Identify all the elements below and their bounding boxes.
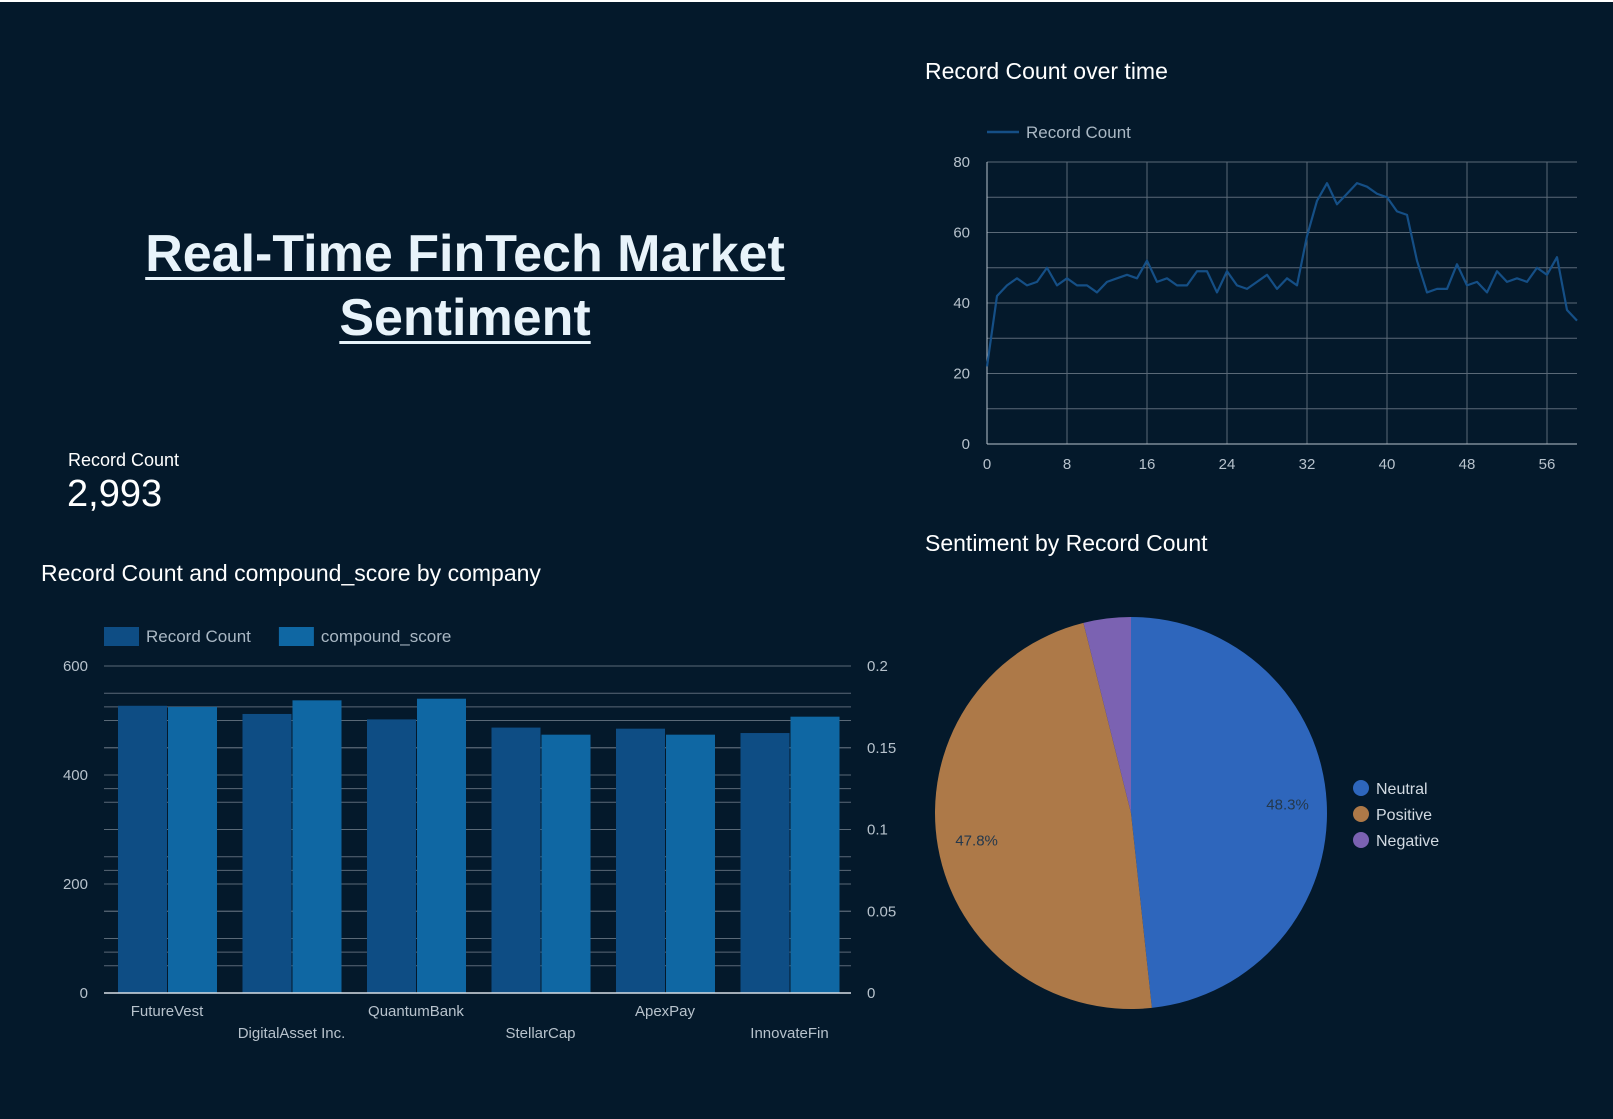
pie-legend-label: Neutral xyxy=(1376,781,1428,798)
bar-compound-score xyxy=(666,734,715,993)
line-x-tick-label: 56 xyxy=(1539,456,1556,473)
line-x-tick-label: 48 xyxy=(1459,456,1476,473)
line-y-tick-label: 40 xyxy=(953,295,970,312)
pie-data-label: 47.8% xyxy=(955,832,998,849)
bar-record-count xyxy=(491,727,541,993)
pie-legend-swatch xyxy=(1353,832,1369,848)
bar-compound-score xyxy=(790,716,840,993)
bar-category-label: FutureVest xyxy=(131,1003,204,1020)
kpi-value: 2,993 xyxy=(67,473,163,515)
pie-slice-negative xyxy=(1083,617,1131,813)
bar-compound-score xyxy=(417,698,466,993)
bar-y-left-tick-label: 600 xyxy=(63,658,88,675)
bar-legend-swatch xyxy=(278,627,314,646)
pie-slice-neutral xyxy=(1131,617,1327,1008)
bar-y-right-tick-label: 0.05 xyxy=(867,903,896,920)
bar-y-right-tick-label: 0.1 xyxy=(867,822,888,839)
line-x-tick-label: 8 xyxy=(1063,456,1071,473)
line-series-record-count xyxy=(985,182,1578,367)
line-x-tick-label: 40 xyxy=(1379,456,1396,473)
bar-category-label: DigitalAsset Inc. xyxy=(238,1025,346,1042)
line-x-tick-label: 32 xyxy=(1299,456,1316,473)
bar-record-count xyxy=(242,713,292,993)
bar-record-count xyxy=(616,728,665,993)
pie-legend-label: Negative xyxy=(1376,833,1439,850)
bar-record-count xyxy=(118,705,167,993)
bar-compound-score xyxy=(168,706,217,993)
bar-record-count xyxy=(367,719,416,993)
bar-legend-label: compound_score xyxy=(321,627,451,646)
pie-legend-swatch xyxy=(1353,806,1369,822)
bar-category-label: QuantumBank xyxy=(368,1003,464,1020)
bar-compound-score xyxy=(292,700,342,993)
pie-legend-label: Positive xyxy=(1376,807,1432,824)
line-y-tick-label: 0 xyxy=(962,436,970,453)
bar-category-label: StellarCap xyxy=(505,1025,575,1042)
bar-legend-label: Record Count xyxy=(146,627,251,646)
top-border xyxy=(0,0,1613,2)
pie-legend-swatch xyxy=(1353,780,1369,796)
bar-record-count xyxy=(740,733,790,993)
dashboard-title: Real-Time FinTech Market Sentiment xyxy=(145,225,785,347)
pie-chart-title: Sentiment by Record Count xyxy=(925,530,1208,556)
line-x-tick-label: 16 xyxy=(1139,456,1156,473)
line-y-tick-label: 60 xyxy=(953,225,970,242)
bar-y-right-tick-label: 0.2 xyxy=(867,658,888,675)
bar-chart-title: Record Count and compound_score by compa… xyxy=(41,560,541,586)
line-x-tick-label: 24 xyxy=(1219,456,1236,473)
line-legend-label: Record Count xyxy=(1026,123,1131,142)
bar-y-left-tick-label: 200 xyxy=(63,876,88,893)
pie-slice-positive xyxy=(935,622,1152,1009)
bar-y-left-tick-label: 400 xyxy=(63,767,88,784)
line-x-tick-label: 0 xyxy=(983,456,991,473)
pie-data-label: 48.3% xyxy=(1266,797,1309,814)
bar-y-left-tick-label: 0 xyxy=(80,985,88,1002)
kpi-label: Record Count xyxy=(68,450,180,470)
bar-category-label: InnovateFin xyxy=(750,1025,828,1042)
bar-compound-score xyxy=(541,734,591,993)
bar-legend-swatch xyxy=(104,627,139,646)
bar-y-right-tick-label: 0 xyxy=(867,985,875,1002)
bar-y-right-tick-label: 0.15 xyxy=(867,740,896,757)
line-chart-title: Record Count over time xyxy=(925,58,1168,84)
line-y-tick-label: 20 xyxy=(953,366,970,383)
line-y-tick-label: 80 xyxy=(953,154,970,171)
bar-category-label: ApexPay xyxy=(635,1003,696,1020)
